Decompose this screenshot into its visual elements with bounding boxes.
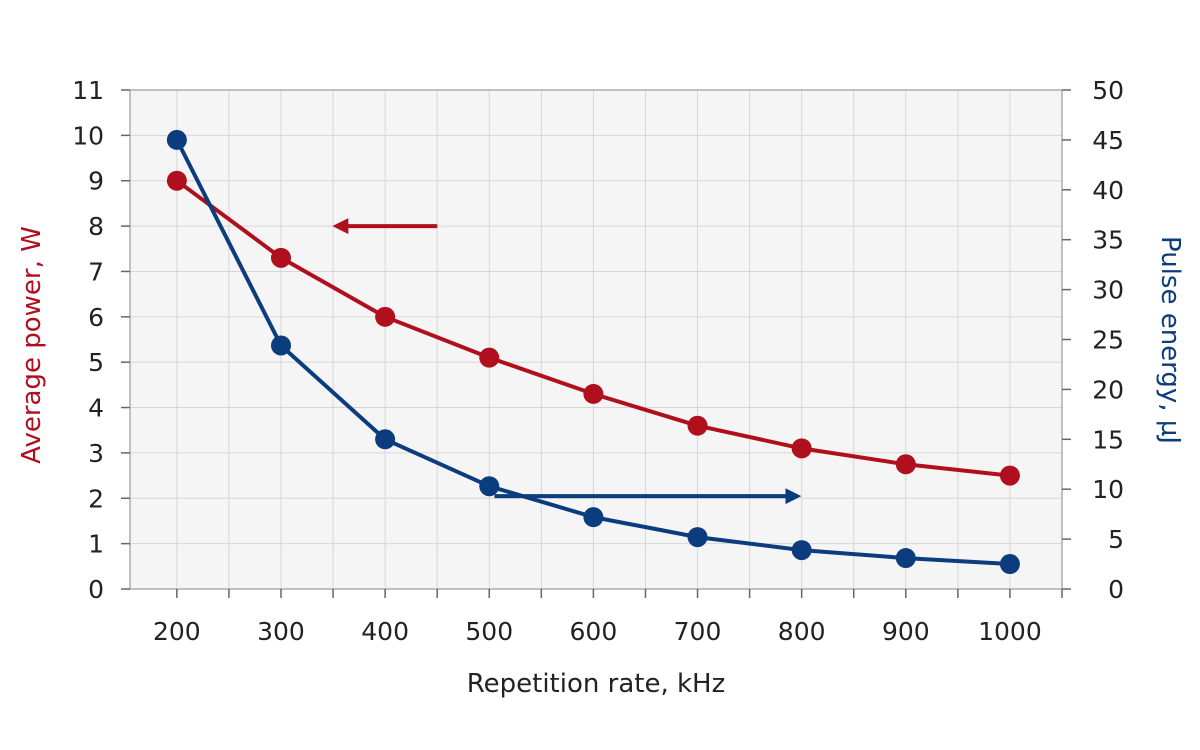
grid: [129, 89, 1063, 590]
data-point-right: [270, 335, 291, 356]
data-point-right: [791, 540, 812, 561]
data-point-left: [479, 347, 500, 368]
y-left-tick-label: 4: [88, 394, 104, 423]
data-point-left: [791, 438, 812, 459]
y-left-tick-label: 7: [88, 257, 104, 286]
data-point-right: [583, 507, 604, 528]
data-point-left: [270, 247, 291, 268]
y-right-tick-label: 5: [1108, 525, 1124, 554]
y-left-tick-label: 10: [72, 121, 104, 150]
data-point-left: [895, 454, 916, 475]
y-right-tick-label: 0: [1108, 575, 1124, 604]
y-right-tick-label: 30: [1092, 276, 1124, 305]
y-left-tick-label: 8: [88, 212, 104, 241]
axis-ticks: [121, 89, 1071, 598]
y-left-tick-label: 0: [88, 575, 104, 604]
series-layer: [166, 129, 1020, 575]
x-axis-title: Repetition rate, kHz: [467, 669, 725, 699]
y-right-tick-label: 40: [1092, 176, 1124, 205]
y-left-tick-label: 9: [88, 167, 104, 196]
y-left-tick-label: 6: [88, 303, 104, 332]
y-right-tick-label: 15: [1092, 425, 1124, 454]
data-point-right: [375, 429, 396, 450]
data-point-right: [479, 476, 500, 497]
data-point-right: [166, 129, 187, 150]
x-tick-label: 500: [465, 617, 513, 646]
y-right-tick-label: 50: [1092, 76, 1124, 105]
y-left-tick-label: 11: [72, 76, 104, 105]
y-right-tick-label: 35: [1092, 226, 1124, 255]
x-tick-label: 700: [674, 617, 722, 646]
y-right-tick-label: 25: [1092, 326, 1124, 355]
y-axis-right-title: Pulse energy, µJ: [1155, 236, 1185, 444]
x-tick-label: 200: [153, 617, 201, 646]
data-point-left: [583, 383, 604, 404]
x-tick-label: 1000: [978, 617, 1042, 646]
data-point-left: [375, 306, 396, 327]
y-left-tick-label: 5: [88, 348, 104, 377]
y-left-tick-label: 2: [88, 484, 104, 513]
x-tick-label: 900: [882, 617, 930, 646]
data-point-right: [895, 548, 916, 569]
tick-labels: 200 300 400 500 600 700 800 900 1000012345678910…: [72, 76, 1124, 646]
y-left-tick-label: 3: [88, 439, 104, 468]
y-right-tick-label: 20: [1092, 375, 1124, 404]
y-left-tick-label: 1: [88, 530, 104, 559]
data-point-left: [999, 465, 1020, 486]
x-tick-label: 600: [570, 617, 618, 646]
annotation-layer: [332, 218, 802, 505]
data-point-left: [166, 170, 187, 191]
x-tick-label: 800: [778, 617, 826, 646]
x-tick-label: 300: [257, 617, 305, 646]
data-point-right: [687, 527, 708, 548]
x-tick-label: 400: [361, 617, 409, 646]
data-point-left: [687, 415, 708, 436]
y-right-tick-label: 45: [1092, 126, 1124, 155]
y-axis-left-title: Average power, W: [17, 226, 47, 464]
y-right-tick-label: 10: [1092, 475, 1124, 504]
data-point-right: [999, 554, 1020, 575]
